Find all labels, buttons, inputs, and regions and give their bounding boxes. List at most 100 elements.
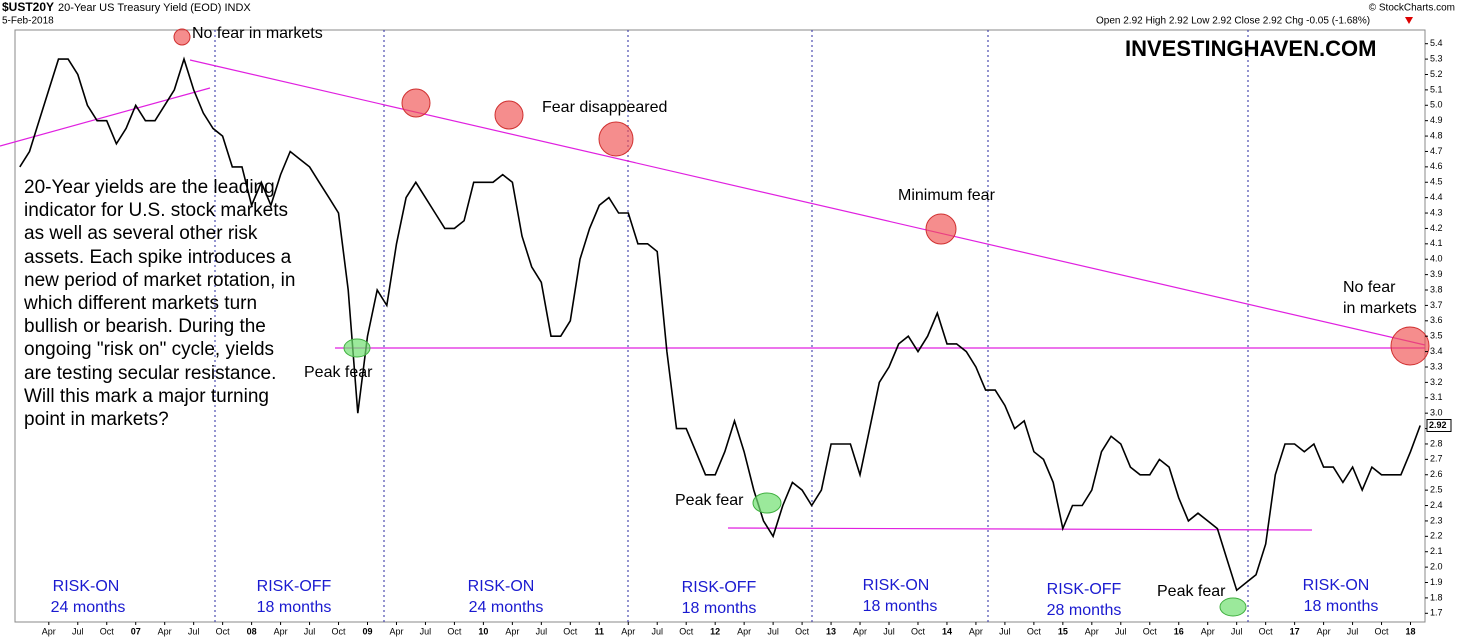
y-tick-label: 2.5 xyxy=(1430,485,1443,495)
y-tick-label: 3.2 xyxy=(1430,377,1443,387)
regime-label: RISK-ON xyxy=(863,577,930,594)
x-tick-label: Apr xyxy=(274,626,288,636)
y-tick-label: 3.1 xyxy=(1430,392,1443,402)
x-tick-label: Apr xyxy=(737,626,751,636)
x-tick-label: 09 xyxy=(362,626,372,636)
x-tick-label: 18 xyxy=(1406,626,1416,636)
y-tick-label: 3.7 xyxy=(1430,300,1443,310)
y-tick-label: 2.8 xyxy=(1430,438,1443,448)
y-tick-label: 3.0 xyxy=(1430,408,1443,418)
y-tick-label: 4.2 xyxy=(1430,223,1443,233)
y-tick-label: 3.8 xyxy=(1430,284,1443,294)
symbol: $UST20Y xyxy=(2,0,54,14)
regime-label: RISK-ON xyxy=(1303,577,1370,594)
regime-dividers xyxy=(214,30,1249,622)
y-tick-label: 4.9 xyxy=(1430,115,1443,125)
x-tick-label: Apr xyxy=(969,626,983,636)
x-tick-label: Apr xyxy=(853,626,867,636)
x-tick-label: Apr xyxy=(42,626,56,636)
x-tick-label: Jul xyxy=(1231,626,1243,636)
x-tick-label: 14 xyxy=(942,626,952,636)
series-layer xyxy=(19,56,1421,592)
commentary: 20-Year yields are the leading indicator… xyxy=(24,177,296,431)
annotation: Peak fear xyxy=(1157,583,1226,600)
regime-duration: 18 months xyxy=(682,600,757,617)
x-tick-label: Jul xyxy=(767,626,779,636)
y-tick-label: 1.9 xyxy=(1430,577,1443,587)
chart-title: 20-Year US Treasury Yield (EOD) INDX xyxy=(58,2,251,14)
x-tick-label: Oct xyxy=(332,626,347,636)
x-tick-label: Oct xyxy=(100,626,115,636)
x-tick-label: 12 xyxy=(710,626,720,636)
plot-frame xyxy=(14,29,1426,623)
x-tick-label: Oct xyxy=(911,626,926,636)
regime-duration: 18 months xyxy=(257,599,332,616)
x-tick-label: Oct xyxy=(795,626,810,636)
y-tick-label: 4.7 xyxy=(1430,146,1443,156)
credit: © StockCharts.com xyxy=(1369,3,1455,14)
annotation: in markets xyxy=(1343,300,1417,317)
x-tick-label: Apr xyxy=(1085,626,1099,636)
y-tick-label: 2.0 xyxy=(1430,561,1443,571)
annotation: Peak fear xyxy=(304,364,373,381)
annotation: Peak fear xyxy=(675,492,744,509)
regime-label: RISK-OFF xyxy=(682,579,757,596)
x-tick-label: Oct xyxy=(1143,626,1158,636)
x-tick-label: Jul xyxy=(651,626,663,636)
x-tick-label: Jul xyxy=(304,626,316,636)
x-tick-label: Oct xyxy=(1375,626,1390,636)
y-tick-label: 3.3 xyxy=(1430,361,1443,371)
annotation: Minimum fear xyxy=(898,187,996,204)
peak-fear-ellipses xyxy=(343,338,1247,617)
last-value-box xyxy=(1426,418,1452,432)
annotation: Fear disappeared xyxy=(542,99,667,116)
y-tick-label: 2.7 xyxy=(1430,454,1443,464)
y-tick-label: 2.6 xyxy=(1430,469,1443,479)
y-tick-label: 4.5 xyxy=(1430,177,1443,187)
regime-label: RISK-OFF xyxy=(257,578,332,595)
y-tick-label: 4.0 xyxy=(1430,254,1443,264)
y-tick-label: 3.9 xyxy=(1430,269,1443,279)
y-tick-label: 2.4 xyxy=(1430,500,1443,510)
x-tick-label: 07 xyxy=(131,626,141,636)
x-tick-label: Oct xyxy=(447,626,462,636)
y-tick-label: 4.1 xyxy=(1430,238,1443,248)
y-tick-label: 3.6 xyxy=(1430,315,1443,325)
regime-duration: 18 months xyxy=(863,598,938,615)
x-tick-label: Apr xyxy=(158,626,172,636)
x-tick-label: Oct xyxy=(563,626,578,636)
x-tick-label: Apr xyxy=(1317,626,1331,636)
x-tick-label: 10 xyxy=(478,626,488,636)
x-tick-label: 08 xyxy=(247,626,257,636)
quote: Open 2.92 High 2.92 Low 2.92 Close 2.92 … xyxy=(1096,16,1370,27)
date: 5-Feb-2018 xyxy=(2,16,54,27)
y-tick-label: 4.4 xyxy=(1430,192,1443,202)
regime-duration: 28 months xyxy=(1047,602,1122,619)
y-tick-label: 5.1 xyxy=(1430,84,1443,94)
regime-duration: 24 months xyxy=(469,599,544,616)
last-value-label: 2.92 xyxy=(1429,420,1447,430)
regime-labels: RISK-ON 24 months RISK-OFF 18 months RIS… xyxy=(51,577,1379,619)
y-tick-label: 5.4 xyxy=(1430,38,1443,48)
y-tick-label: 2.1 xyxy=(1430,546,1443,556)
y-tick-label: 3.4 xyxy=(1430,346,1443,356)
y-tick-label: 4.3 xyxy=(1430,207,1443,217)
x-tick-label: Jul xyxy=(188,626,200,636)
x-tick-label: Jul xyxy=(1115,626,1127,636)
y-tick-label: 4.6 xyxy=(1430,161,1443,171)
x-tick-label: Oct xyxy=(1027,626,1042,636)
x-tick-label: 16 xyxy=(1174,626,1184,636)
y-tick-label: 2.3 xyxy=(1430,515,1443,525)
x-tick-label: Oct xyxy=(216,626,231,636)
y-tick-label: 2.2 xyxy=(1430,531,1443,541)
x-tick-label: Apr xyxy=(621,626,635,636)
x-tick-label: 15 xyxy=(1058,626,1068,636)
y-tick-label: 1.7 xyxy=(1430,608,1443,618)
x-tick-label: Apr xyxy=(505,626,519,636)
fear-circles xyxy=(173,28,1430,366)
yield-line xyxy=(19,56,1421,592)
x-tick-label: Jul xyxy=(72,626,84,636)
annotation: No fear in markets xyxy=(192,25,323,42)
